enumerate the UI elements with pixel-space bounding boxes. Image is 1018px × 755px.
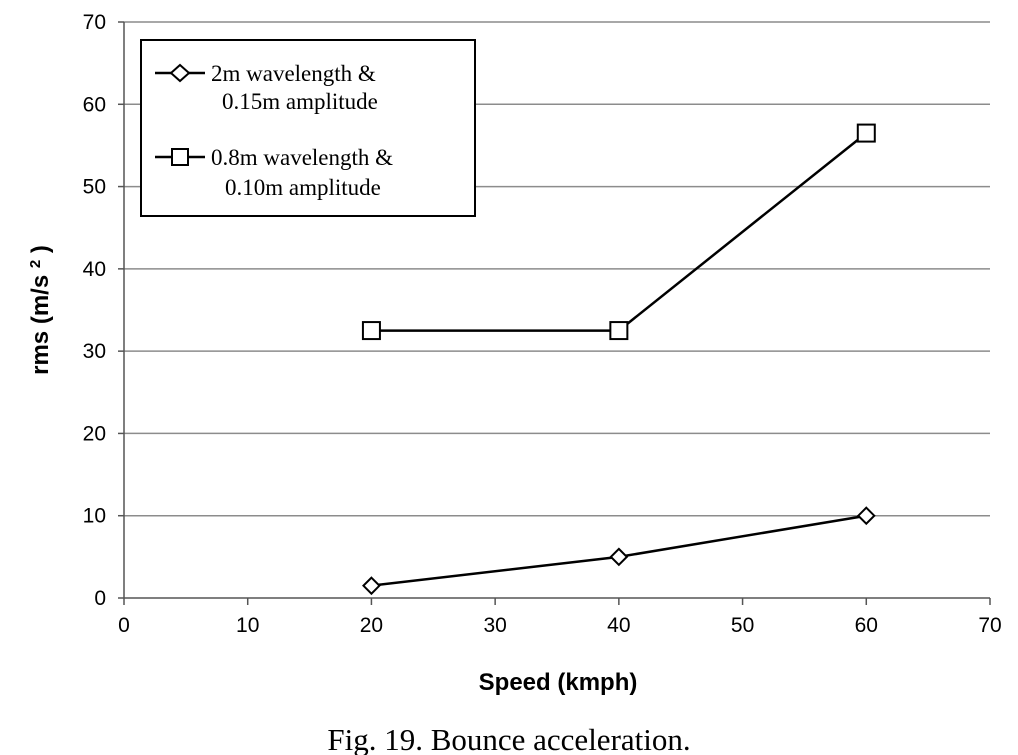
x-tick-label-70: 70 xyxy=(978,614,1001,637)
series-1-point-1 xyxy=(362,576,381,596)
x-axis-title: Speed (kmph) xyxy=(479,669,638,696)
legend-marker-square xyxy=(171,148,189,166)
figure-caption: Fig. 19. Bounce acceleration. xyxy=(327,722,690,755)
axes xyxy=(118,21,991,605)
x-tick-label-20: 20 xyxy=(360,614,383,637)
x-tick-label-60: 60 xyxy=(855,614,878,637)
series-2-point-3 xyxy=(856,123,876,143)
y-tick-label-10: 10 xyxy=(83,505,106,528)
y-tick-label-30: 30 xyxy=(83,340,106,363)
series-layer xyxy=(361,123,876,596)
y-axis-title-sup: 2 xyxy=(27,260,44,268)
series-1-point-2 xyxy=(609,547,629,567)
x-tick-label-50: 50 xyxy=(731,614,754,637)
x-tick-label-30: 30 xyxy=(483,614,506,637)
y-tick-label-60: 60 xyxy=(83,93,106,116)
x-tick-label-0: 0 xyxy=(118,614,130,637)
legend-label-series-1-line-2: 0.15m amplitude xyxy=(222,89,378,114)
y-tick-label-40: 40 xyxy=(83,258,106,281)
y-tick-label-20: 20 xyxy=(83,422,106,445)
legend-box xyxy=(140,39,476,217)
y-axis-title-main: rms xyxy=(27,331,54,375)
y-tick-label-0: 0 xyxy=(94,587,106,610)
tick-labels: 0 10 20 30 40 50 60 70 0 10 20 30 40 50 60 70 xyxy=(83,11,1002,637)
series-2-point-1 xyxy=(361,321,381,341)
x-tick-label-40: 40 xyxy=(607,614,630,637)
series-2-point-2 xyxy=(609,321,629,341)
y-axis-title-close: ) xyxy=(27,245,54,253)
legend: 2m wavelength & 0.15m amplitude 0.8m wav… xyxy=(140,39,476,217)
legend-marker-diamond xyxy=(169,63,191,83)
y-axis-title: rms (m/s 2 ) xyxy=(27,245,55,375)
legend-label-series-1-line-1: 2m wavelength & xyxy=(211,61,376,86)
legend-label-series-2-line-2: 0.10m amplitude xyxy=(225,175,381,200)
series-1-point-3 xyxy=(856,506,876,526)
y-tick-label-50: 50 xyxy=(83,176,106,199)
y-axis-title-unit: (m/s xyxy=(27,275,54,324)
y-tick-label-70: 70 xyxy=(83,11,106,34)
x-tick-label-10: 10 xyxy=(236,614,259,637)
legend-label-series-2-line-1: 0.8m wavelength & xyxy=(211,145,393,170)
